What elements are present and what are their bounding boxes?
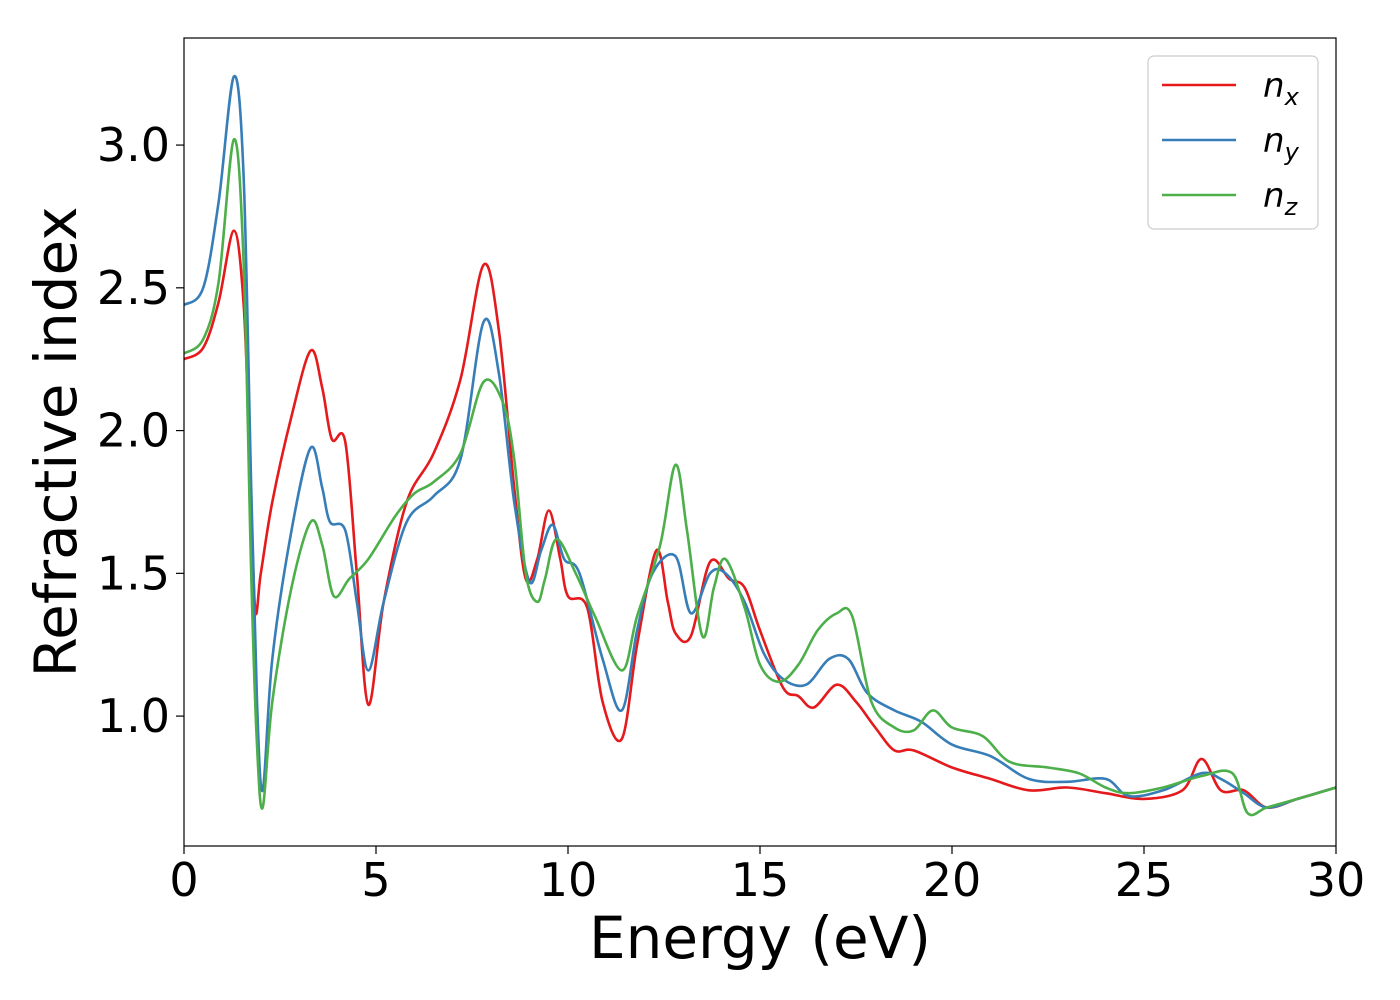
- legend-label-base: n: [1263, 176, 1285, 216]
- y-ticks: 1.0 1.5 2.0 2.5 3.0: [97, 118, 184, 743]
- x-tick-label: 5: [361, 853, 390, 907]
- legend-label-x: nx: [1263, 66, 1300, 111]
- x-tick-label: 15: [731, 853, 790, 907]
- series-layer: [183, 74, 1337, 817]
- x-ticks: 0 5 10 15 20 25 30: [169, 846, 1365, 907]
- series-line-y: [183, 74, 1337, 809]
- x-axis-title: Energy (eV): [589, 904, 931, 972]
- y-tick-label: 2.5: [97, 261, 170, 315]
- legend-label-subscript: z: [1284, 193, 1299, 221]
- series-line-x: [183, 229, 1337, 809]
- legend-label-base: n: [1263, 121, 1285, 161]
- y-axis-title: Refractive index: [22, 206, 90, 677]
- y-tick-label: 3.0: [97, 118, 170, 172]
- x-tick-label: 25: [1115, 853, 1174, 907]
- x-tick-label: 10: [539, 853, 598, 907]
- legend-label-base: n: [1263, 66, 1285, 106]
- x-tick-label: 20: [923, 853, 982, 907]
- y-tick-label: 2.0: [97, 404, 170, 458]
- series-line-z: [183, 138, 1337, 817]
- x-tick-label: 0: [169, 853, 198, 907]
- legend-label-y: ny: [1263, 121, 1300, 166]
- x-tick-label: 30: [1307, 853, 1366, 907]
- legend-label-subscript: x: [1284, 83, 1300, 111]
- y-tick-label: 1.0: [97, 689, 170, 743]
- y-tick-label: 1.5: [97, 546, 170, 600]
- legend-label-subscript: y: [1284, 138, 1300, 166]
- legend-label-z: nz: [1263, 176, 1299, 221]
- legend-box: [1147, 55, 1319, 230]
